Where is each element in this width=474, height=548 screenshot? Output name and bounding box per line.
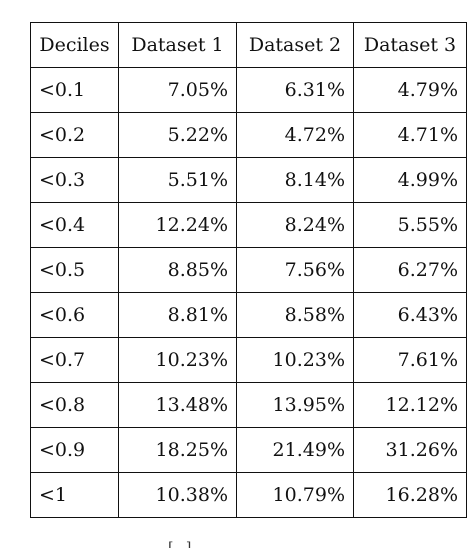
value-cell: 5.22% xyxy=(118,112,237,158)
value-cell: 13.95% xyxy=(236,382,354,428)
table-row: <0.5 8.85% 7.56% 6.27% xyxy=(30,247,467,293)
decile-table: Deciles Dataset 1 Dataset 2 Dataset 3 <0… xyxy=(30,22,467,518)
value-cell: 21.49% xyxy=(236,427,354,473)
table-header-row: Deciles Dataset 1 Dataset 2 Dataset 3 xyxy=(30,22,467,68)
value-cell: 12.24% xyxy=(118,202,237,248)
decile-cell: <0.1 xyxy=(30,67,119,113)
table-row: <1 10.38% 10.79% 16.28% xyxy=(30,472,467,518)
decile-cell: <0.8 xyxy=(30,382,119,428)
column-header: Deciles xyxy=(30,22,119,68)
value-cell: 5.55% xyxy=(353,202,467,248)
column-header: Dataset 3 xyxy=(353,22,467,68)
decile-cell: <0.2 xyxy=(30,112,119,158)
decile-cell: <0.7 xyxy=(30,337,119,383)
value-cell: 10.38% xyxy=(118,472,237,518)
column-header: Dataset 2 xyxy=(236,22,354,68)
value-cell: 8.81% xyxy=(118,292,237,338)
value-cell: 18.25% xyxy=(118,427,237,473)
value-cell: 4.79% xyxy=(353,67,467,113)
value-cell: 8.24% xyxy=(236,202,354,248)
value-cell: 4.72% xyxy=(236,112,354,158)
value-cell: 13.48% xyxy=(118,382,237,428)
value-cell: 10.23% xyxy=(118,337,237,383)
value-cell: 8.58% xyxy=(236,292,354,338)
value-cell: 5.51% xyxy=(118,157,237,203)
column-header: Dataset 1 xyxy=(118,22,237,68)
value-cell: 6.27% xyxy=(353,247,467,293)
table-row: <0.7 10.23% 10.23% 7.61% xyxy=(30,337,467,383)
value-cell: 7.56% xyxy=(236,247,354,293)
table-row: <0.2 5.22% 4.72% 4.71% xyxy=(30,112,467,158)
value-cell: 10.79% xyxy=(236,472,354,518)
decile-cell: <1 xyxy=(30,472,119,518)
value-cell: 4.71% xyxy=(353,112,467,158)
value-cell: 7.05% xyxy=(118,67,237,113)
table-row: <0.8 13.48% 13.95% 12.12% xyxy=(30,382,467,428)
decile-table-container: Deciles Dataset 1 Dataset 2 Dataset 3 <0… xyxy=(30,22,467,518)
value-cell: 6.43% xyxy=(353,292,467,338)
value-cell: 8.85% xyxy=(118,247,237,293)
decile-cell: <0.3 xyxy=(30,157,119,203)
table-row: <0.1 7.05% 6.31% 4.79% xyxy=(30,67,467,113)
value-cell: 6.31% xyxy=(236,67,354,113)
decile-cell: <0.6 xyxy=(30,292,119,338)
decile-cell: <0.9 xyxy=(30,427,119,473)
cropped-caption-fragment-bottom: [ ] xyxy=(168,541,204,548)
cropped-caption-fragment xyxy=(38,0,458,5)
decile-cell: <0.5 xyxy=(30,247,119,293)
table-row: <0.4 12.24% 8.24% 5.55% xyxy=(30,202,467,248)
value-cell: 4.99% xyxy=(353,157,467,203)
value-cell: 12.12% xyxy=(353,382,467,428)
table-row: <0.6 8.81% 8.58% 6.43% xyxy=(30,292,467,338)
value-cell: 10.23% xyxy=(236,337,354,383)
value-cell: 8.14% xyxy=(236,157,354,203)
value-cell: 31.26% xyxy=(353,427,467,473)
table-row: <0.9 18.25% 21.49% 31.26% xyxy=(30,427,467,473)
decile-cell: <0.4 xyxy=(30,202,119,248)
table-row: <0.3 5.51% 8.14% 4.99% xyxy=(30,157,467,203)
value-cell: 16.28% xyxy=(353,472,467,518)
value-cell: 7.61% xyxy=(353,337,467,383)
